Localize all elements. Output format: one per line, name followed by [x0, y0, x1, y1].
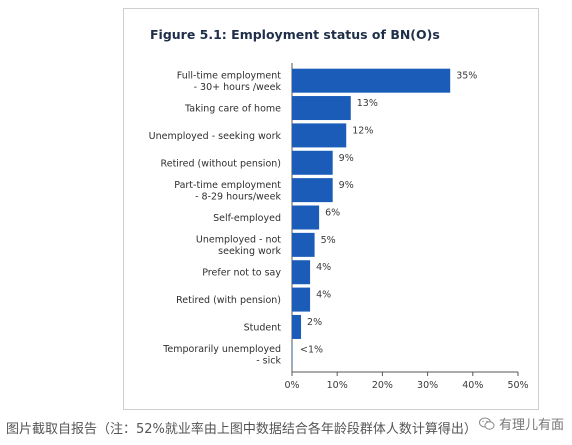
bar	[292, 68, 451, 93]
category-label: Unemployed - seeking work	[149, 131, 282, 142]
bar	[292, 150, 333, 175]
category-label: Prefer not to say	[202, 268, 281, 279]
watermark-text: 有理儿有面	[498, 418, 564, 433]
category-label: seeking work	[218, 246, 281, 257]
wechat-icon	[478, 417, 495, 430]
category-label: Full-time employment	[177, 70, 281, 81]
category-label: - sick	[256, 356, 281, 367]
data-label: 12%	[352, 125, 373, 136]
category-label: - 8-29 hours/week	[195, 191, 281, 202]
bar	[292, 260, 311, 285]
x-tick-label: 40%	[462, 380, 483, 391]
data-label: 4%	[316, 262, 331, 273]
bar	[292, 232, 315, 257]
bar	[292, 123, 347, 148]
x-tick-label: 30%	[417, 380, 438, 391]
x-tick-label: 10%	[327, 380, 348, 391]
category-label: Taking care of home	[184, 104, 281, 115]
category-label: Retired (with pension)	[176, 295, 281, 306]
bar	[292, 178, 333, 203]
bar	[292, 287, 311, 312]
category-label: Temporarily unemployed	[162, 344, 281, 355]
data-label: 4%	[316, 290, 331, 301]
x-tick-label: 50%	[507, 380, 528, 391]
bar	[292, 96, 351, 121]
data-label: 13%	[357, 98, 378, 109]
data-label: 6%	[325, 208, 340, 219]
bar	[292, 205, 320, 230]
data-label: 9%	[339, 153, 354, 164]
category-label: Part-time employment	[174, 180, 281, 191]
chart-title: Figure 5.1: Employment status of BN(O)s	[150, 27, 440, 42]
bar	[292, 342, 293, 367]
data-label: 35%	[456, 71, 477, 82]
data-label: 2%	[307, 317, 322, 328]
watermark: 有理儿有面	[478, 414, 564, 433]
x-tick-label: 20%	[372, 380, 393, 391]
category-label: Student	[244, 322, 282, 333]
category-label: Retired (without pension)	[161, 158, 281, 169]
image-caption: 图片截取自报告（注：52%就业率由上图中数据结合各年龄段群体人数计算得出）	[6, 422, 477, 437]
category-label: Self-employed	[213, 213, 281, 224]
data-label: 5%	[321, 235, 336, 246]
x-tick-label: 0%	[284, 380, 299, 391]
data-label: <1%	[300, 344, 323, 355]
category-label: - 30+ hours /week	[194, 82, 282, 93]
data-label: 9%	[339, 180, 354, 191]
bar	[292, 314, 302, 339]
category-label: Unemployed - not	[196, 235, 281, 246]
